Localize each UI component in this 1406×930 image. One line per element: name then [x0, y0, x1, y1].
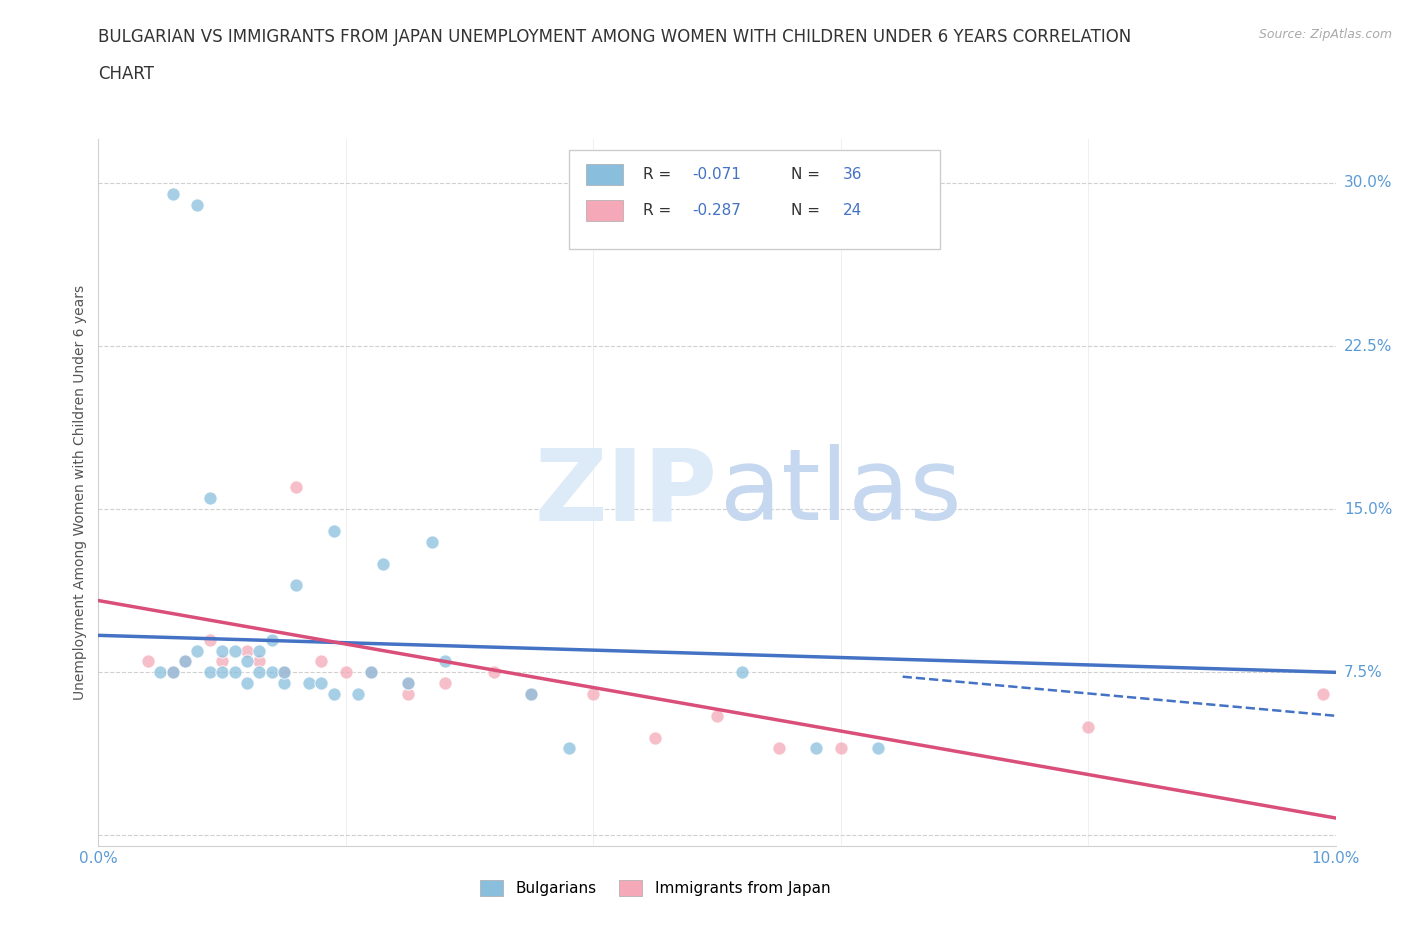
Text: R =: R = — [643, 167, 676, 182]
Point — [198, 491, 221, 506]
Point — [273, 665, 295, 680]
Point — [186, 644, 208, 658]
Point — [285, 480, 308, 495]
FancyBboxPatch shape — [586, 165, 623, 185]
Point — [520, 686, 543, 701]
Point — [136, 654, 159, 669]
Point — [582, 686, 605, 701]
Text: CHART: CHART — [98, 65, 155, 83]
Point — [520, 686, 543, 701]
FancyBboxPatch shape — [568, 150, 939, 249]
Text: 24: 24 — [844, 203, 862, 218]
Point — [706, 709, 728, 724]
Text: 36: 36 — [844, 167, 863, 182]
Point — [273, 665, 295, 680]
Point — [1312, 686, 1334, 701]
Point — [174, 654, 197, 669]
Point — [309, 654, 332, 669]
Text: R =: R = — [643, 203, 676, 218]
Point — [211, 644, 233, 658]
Y-axis label: Unemployment Among Women with Children Under 6 years: Unemployment Among Women with Children U… — [73, 286, 87, 700]
Point — [371, 556, 394, 571]
Point — [360, 665, 382, 680]
Point — [347, 686, 370, 701]
Point — [236, 644, 259, 658]
Point — [396, 676, 419, 691]
Point — [211, 654, 233, 669]
Point — [247, 654, 270, 669]
Text: N =: N = — [792, 203, 825, 218]
Point — [298, 676, 321, 691]
Point — [162, 665, 184, 680]
Point — [335, 665, 357, 680]
Point — [198, 632, 221, 647]
Point — [433, 676, 456, 691]
Point — [149, 665, 172, 680]
Text: BULGARIAN VS IMMIGRANTS FROM JAPAN UNEMPLOYMENT AMONG WOMEN WITH CHILDREN UNDER : BULGARIAN VS IMMIGRANTS FROM JAPAN UNEMP… — [98, 28, 1132, 46]
Text: -0.287: -0.287 — [692, 203, 741, 218]
Point — [866, 741, 889, 756]
Point — [1077, 719, 1099, 734]
Point — [211, 665, 233, 680]
Point — [224, 665, 246, 680]
Text: N =: N = — [792, 167, 825, 182]
Point — [162, 665, 184, 680]
Text: 30.0%: 30.0% — [1344, 176, 1392, 191]
Point — [309, 676, 332, 691]
Point — [247, 644, 270, 658]
Point — [557, 741, 579, 756]
Point — [830, 741, 852, 756]
Point — [224, 644, 246, 658]
Point — [396, 686, 419, 701]
Point — [422, 535, 444, 550]
Text: 15.0%: 15.0% — [1344, 501, 1392, 517]
Point — [162, 186, 184, 201]
Point — [285, 578, 308, 592]
Point — [236, 654, 259, 669]
Text: -0.071: -0.071 — [692, 167, 741, 182]
Point — [360, 665, 382, 680]
Point — [260, 665, 283, 680]
FancyBboxPatch shape — [586, 200, 623, 220]
Text: Source: ZipAtlas.com: Source: ZipAtlas.com — [1258, 28, 1392, 41]
Text: atlas: atlas — [720, 445, 962, 541]
Text: ZIP: ZIP — [534, 445, 717, 541]
Point — [804, 741, 827, 756]
Point — [186, 197, 208, 212]
Point — [768, 741, 790, 756]
Point — [484, 665, 506, 680]
Point — [731, 665, 754, 680]
Text: 22.5%: 22.5% — [1344, 339, 1392, 353]
Point — [322, 686, 344, 701]
Point — [273, 676, 295, 691]
Point — [247, 665, 270, 680]
Point — [198, 665, 221, 680]
Point — [174, 654, 197, 669]
Point — [236, 676, 259, 691]
Point — [322, 524, 344, 538]
Point — [644, 730, 666, 745]
Point — [396, 676, 419, 691]
Legend: Bulgarians, Immigrants from Japan: Bulgarians, Immigrants from Japan — [474, 874, 837, 902]
Point — [260, 632, 283, 647]
Text: 7.5%: 7.5% — [1344, 665, 1382, 680]
Point — [433, 654, 456, 669]
